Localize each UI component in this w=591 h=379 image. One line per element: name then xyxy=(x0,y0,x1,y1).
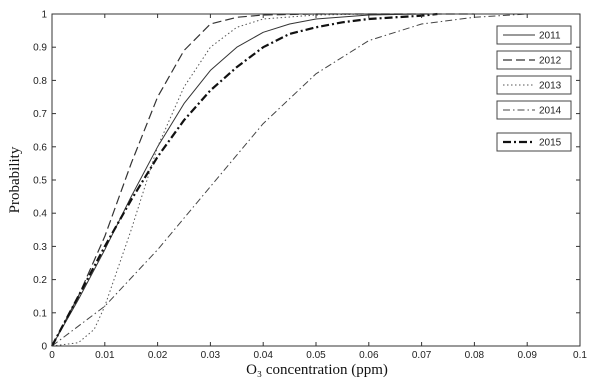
legend-box xyxy=(496,75,572,95)
x-tick-label: 0.07 xyxy=(412,350,432,361)
legend-item-2012: 2012 xyxy=(496,50,572,70)
legend-item-2014: 2014 xyxy=(496,100,572,120)
series-line-2015 xyxy=(51,12,438,347)
x-tick-label: 0.02 xyxy=(148,350,168,361)
y-tick-label: 0.6 xyxy=(33,142,47,153)
x-tick-label: 0.05 xyxy=(306,350,326,361)
legend-item-2011: 2011 xyxy=(496,25,572,45)
legend-item-2015: 2015 xyxy=(496,132,572,152)
x-axis-title: O₃ concentration (ppm) xyxy=(246,362,388,378)
x-tick-label: 0.1 xyxy=(573,350,587,361)
x-tick-label: 0.06 xyxy=(359,350,379,361)
legend-item-2013: 2013 xyxy=(496,75,572,95)
series-line-2014 xyxy=(51,13,528,347)
x-tick-label: 0.04 xyxy=(253,350,273,361)
y-tick-label: 0.4 xyxy=(33,209,47,220)
x-tick-label: 0.08 xyxy=(465,350,485,361)
y-tick-label: 0.5 xyxy=(33,176,47,187)
y-tick-label: 0 xyxy=(41,342,47,353)
y-tick-label: 0.8 xyxy=(33,76,47,87)
legend-box xyxy=(496,132,572,152)
y-tick-label: 0.9 xyxy=(33,43,47,54)
y-tick-label: 0.3 xyxy=(33,242,47,253)
legend-label: 2012 xyxy=(539,56,562,67)
y-tick-label: 1 xyxy=(41,10,47,21)
y-tick-label: 0.1 xyxy=(33,308,47,319)
x-tick-label: 0.03 xyxy=(201,350,221,361)
y-tick-label: 0.7 xyxy=(33,109,47,120)
y-axis-title: Probability xyxy=(7,146,23,213)
legend-label: 2015 xyxy=(539,138,562,149)
x-tick-label: 0.01 xyxy=(95,350,115,361)
x-tick-label: 0.09 xyxy=(517,350,537,361)
legend-label: 2014 xyxy=(539,106,562,117)
y-tick-label: 0.2 xyxy=(33,275,47,286)
legend-label: 2011 xyxy=(539,31,561,42)
x-tick-label: 0 xyxy=(49,350,55,361)
legend-label: 2013 xyxy=(539,81,562,92)
legend: 2011 2012 2013 2014 2015 xyxy=(496,25,572,152)
axes: 0 0.01 0.02 0.03 0.04 0.05 0.06 0.07 0.08 0.09 0.1… xyxy=(33,10,587,362)
